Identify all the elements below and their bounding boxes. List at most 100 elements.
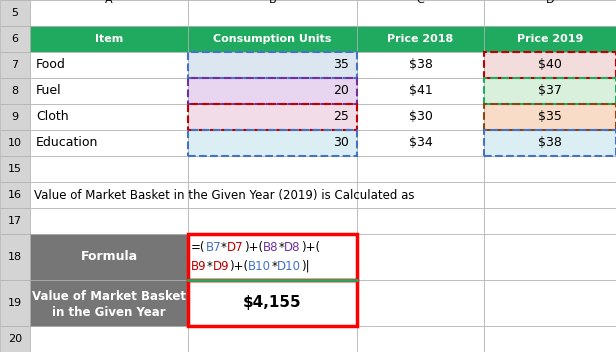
Bar [357,130,484,156]
Bar [188,182,357,208]
Bar [188,234,357,280]
Bar [30,280,188,326]
Text: D7: D7 [227,241,243,254]
Bar [30,182,188,208]
Text: Cloth: Cloth [36,111,68,124]
Bar [188,280,357,326]
Text: )|: )| [301,260,310,273]
Text: $38: $38 [408,58,432,71]
Text: *: * [221,241,227,254]
Bar [188,326,357,352]
Text: 8: 8 [12,86,18,96]
Bar [484,78,616,104]
Text: Price 2019: Price 2019 [517,34,583,44]
Text: 30: 30 [333,137,349,150]
Bar [357,208,484,234]
Text: B8: B8 [263,241,278,254]
Bar [30,104,188,130]
Text: $37: $37 [538,84,562,98]
Bar [0,234,30,280]
Text: )+(: )+( [243,241,263,254]
Bar [30,26,188,52]
Text: D8: D8 [284,241,301,254]
Bar [188,26,357,52]
Bar [188,52,357,78]
Bar [484,26,616,52]
Text: $30: $30 [408,111,432,124]
Text: D: D [546,0,554,5]
Bar [357,52,484,78]
Bar [484,78,616,104]
Bar [0,0,30,26]
Bar [0,182,30,208]
Bar [484,52,616,78]
Bar [188,234,357,280]
Text: $4,155: $4,155 [243,295,302,310]
Bar [484,52,616,78]
Bar [0,52,30,78]
Bar [357,0,484,26]
Bar [188,156,357,182]
Text: )+(: )+( [301,241,320,254]
Bar [357,182,484,208]
Text: *: * [271,260,277,273]
Bar [484,26,616,52]
Bar [30,280,188,326]
Text: *: * [206,260,213,273]
Text: 16: 16 [8,190,22,200]
Bar [484,104,616,130]
Bar [30,104,188,130]
Bar [30,52,188,78]
Bar [188,104,357,130]
Text: 6: 6 [12,34,18,44]
Text: 17: 17 [8,216,22,226]
Text: 19: 19 [8,298,22,308]
Text: 35: 35 [333,58,349,71]
Text: B: B [269,0,277,5]
Bar [484,104,616,130]
Text: Education: Education [36,137,99,150]
Bar [357,104,484,130]
Text: Value of Market Basket in the Given Year (2019) is Calculated as: Value of Market Basket in the Given Year… [34,189,415,201]
Bar [357,26,484,52]
Bar [30,234,188,280]
Bar [357,78,484,104]
Bar [484,208,616,234]
Bar [30,26,188,52]
Bar [188,52,357,78]
Text: *: * [278,241,284,254]
Bar [357,234,484,280]
Bar [188,280,357,326]
Text: 15: 15 [8,164,22,174]
Text: D9: D9 [213,260,229,273]
Text: B7: B7 [206,241,221,254]
Bar [357,156,484,182]
Bar [30,208,188,234]
Bar [30,234,188,280]
Text: 25: 25 [333,111,349,124]
Text: Price 2018: Price 2018 [387,34,453,44]
Bar [357,26,484,52]
Text: 20: 20 [333,84,349,98]
Bar [484,130,616,156]
Bar [0,208,30,234]
Bar [0,104,30,130]
Bar [357,78,484,104]
Text: $34: $34 [408,137,432,150]
Text: C: C [416,0,424,5]
Text: $38: $38 [538,137,562,150]
Text: $41: $41 [408,84,432,98]
Text: Item: Item [95,34,123,44]
Text: =(: =( [191,241,206,254]
Text: Consumption Units: Consumption Units [213,34,331,44]
Bar [0,156,30,182]
Text: Fuel: Fuel [36,84,62,98]
Bar [188,280,357,326]
Text: Food: Food [36,58,66,71]
Bar [30,0,188,26]
Bar [484,156,616,182]
Text: D10: D10 [277,260,301,273]
Text: 5: 5 [12,8,18,18]
Text: 18: 18 [8,252,22,262]
Bar [188,104,357,130]
